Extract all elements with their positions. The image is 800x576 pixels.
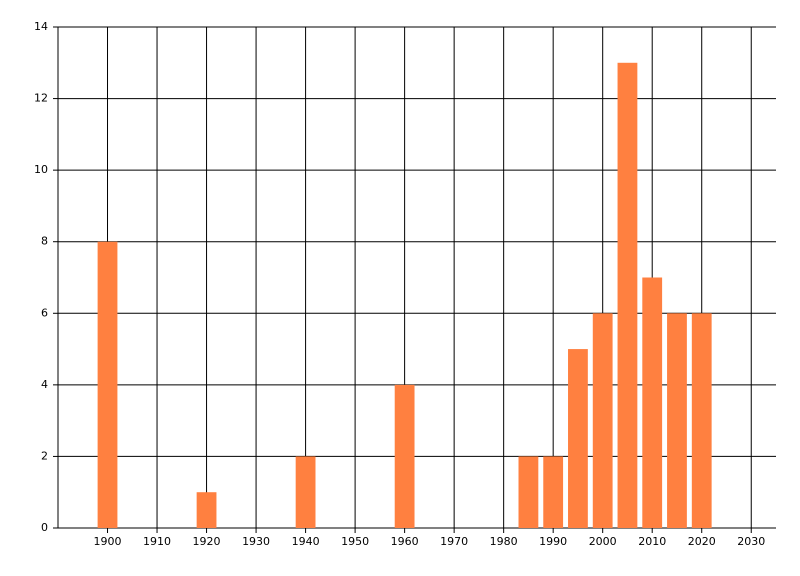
bar [196,492,217,528]
y-tick-label: 2 [41,449,48,462]
x-tick-label: 2030 [737,535,765,548]
bar [543,456,564,528]
x-tick-label: 2020 [688,535,716,548]
y-tick-label: 0 [41,521,48,534]
x-tick-label: 1920 [193,535,221,548]
bar [691,313,712,528]
x-tick-label: 1990 [539,535,567,548]
x-tick-label: 1900 [94,535,122,548]
bar [518,456,539,528]
bar [97,241,118,528]
x-tick-label: 2010 [638,535,666,548]
y-tick-label: 14 [34,20,48,33]
y-tick-label: 6 [41,306,48,319]
x-tick-label: 1910 [143,535,171,548]
bar [592,313,613,528]
x-tick-label: 1940 [292,535,320,548]
bar [295,456,316,528]
x-tick-label: 1950 [341,535,369,548]
bar [617,62,638,529]
bar [394,384,415,528]
x-tick-label: 1960 [391,535,419,548]
x-tick-label: 1980 [490,535,518,548]
bar [642,277,663,528]
x-tick-label: 2000 [589,535,617,548]
y-tick-label: 4 [41,378,48,391]
bar [667,313,687,528]
x-tick-label: 1970 [440,535,468,548]
x-tick-label: 1930 [242,535,270,548]
y-tick-label: 12 [34,92,48,105]
y-tick-label: 10 [34,163,48,176]
bar [568,349,588,528]
y-tick-label: 8 [41,235,48,248]
